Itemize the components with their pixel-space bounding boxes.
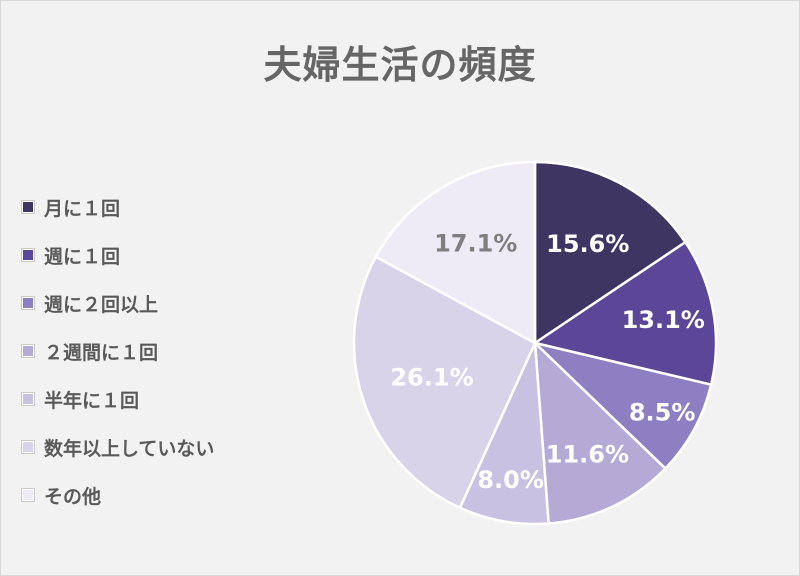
legend: 月に１回 週に１回 週に２回以上 ２週間に１回 半年に１回 数年以上していない … <box>21 183 215 519</box>
legend-item: 週に１回 <box>21 231 214 279</box>
pie-slice <box>458 342 550 526</box>
legend-label: その他 <box>44 485 102 508</box>
legend-swatch <box>21 248 35 262</box>
slice-data-label: 8.0% <box>477 466 544 494</box>
legend-swatch <box>21 200 35 214</box>
legend-item: 週に２回以上 <box>21 279 214 327</box>
legend-label: 週に１回 <box>44 245 121 268</box>
pie-slice <box>533 339 668 525</box>
legend-item: ２週間に１回 <box>21 327 214 375</box>
legend-label: 月に１回 <box>44 197 121 220</box>
slice-data-label: 11.6% <box>546 440 629 468</box>
slice-data-label: 8.5% <box>629 398 696 426</box>
legend-label: ２週間に１回 <box>44 341 159 364</box>
pie-slice <box>531 240 718 387</box>
legend-item: 数年以上していない <box>21 423 215 471</box>
chart-title: 夫婦生活の頻度 <box>263 43 537 87</box>
legend-swatch <box>21 344 35 358</box>
slice-data-label: 13.1% <box>622 306 705 334</box>
pie-slice <box>533 160 688 346</box>
legend-label: 週に２回以上 <box>44 293 159 316</box>
legend-swatch <box>21 296 35 310</box>
slice-data-label: 17.1% <box>434 230 517 258</box>
legend-swatch <box>21 440 35 454</box>
pie-slice <box>530 340 713 471</box>
legend-swatch <box>21 392 35 406</box>
slice-data-label: 26.1% <box>390 364 473 392</box>
legend-label: 半年に１回 <box>44 389 140 412</box>
pie-slice <box>374 160 537 346</box>
legend-label: 数年以上していない <box>44 437 215 460</box>
slice-data-label: 15.6% <box>546 230 629 258</box>
legend-swatch <box>21 488 35 502</box>
legend-item: その他 <box>21 471 214 519</box>
legend-item: 月に１回 <box>21 183 214 231</box>
legend-item: 半年に１回 <box>21 375 214 423</box>
